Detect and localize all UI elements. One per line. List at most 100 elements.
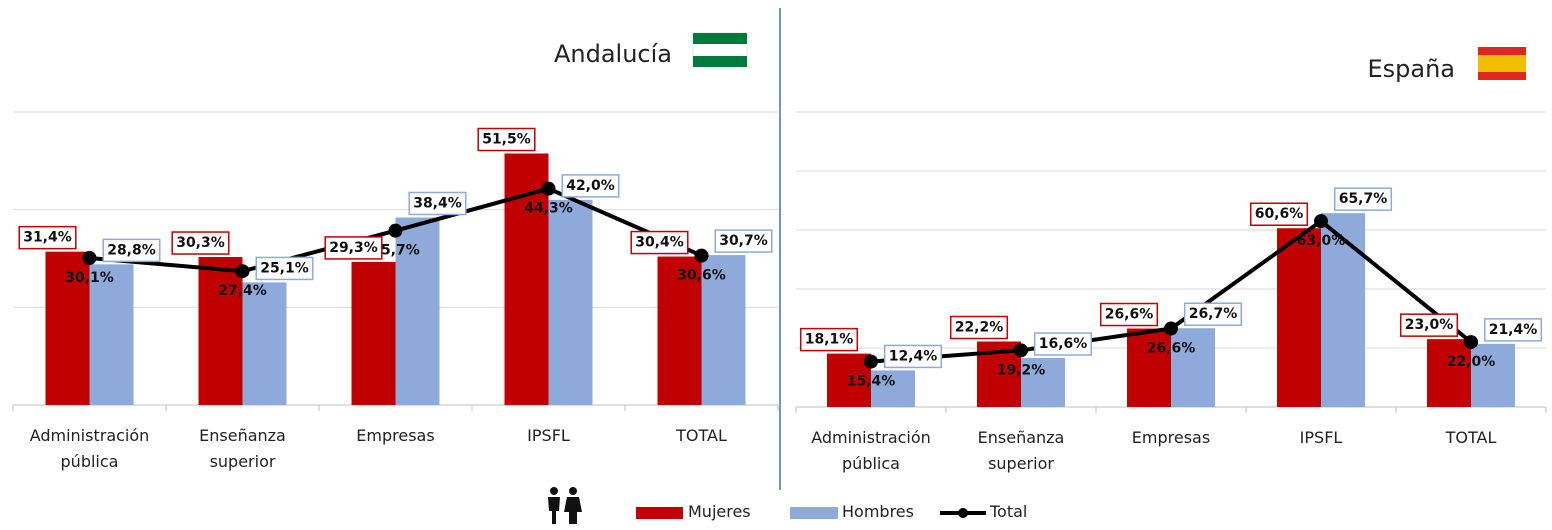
data-label: 63,0% [1297, 233, 1346, 249]
bar [351, 261, 396, 405]
chart-title: Andalucía [554, 40, 672, 68]
data-label: 21,4% [1489, 322, 1538, 338]
point [694, 248, 709, 263]
point [1464, 335, 1478, 350]
data-label: 38,4% [413, 195, 462, 211]
flag-andalucia [692, 32, 748, 68]
x-tick-label: Administración pública [29, 426, 150, 471]
x-tick-label: IPSFL [527, 426, 570, 445]
data-label: 28,8% [107, 242, 156, 258]
data-label: 51,5% [482, 132, 531, 148]
data-label: 30,3% [176, 235, 225, 251]
data-label-box [949, 315, 1009, 340]
bar [1127, 328, 1171, 407]
x-tick-label: Enseñanza superior [199, 426, 286, 471]
bar [827, 353, 871, 407]
data-label: 30,4% [635, 235, 684, 251]
x-tick-label: TOTAL [1445, 428, 1497, 447]
data-label-box [171, 231, 230, 255]
data-label-box [714, 229, 773, 253]
x-tick-label: Empresas [1131, 428, 1211, 447]
data-label-box [1183, 302, 1243, 326]
data-label: 35,7% [371, 243, 420, 259]
data-label-box [630, 230, 689, 255]
bar [242, 282, 287, 405]
point [388, 223, 403, 238]
x-tick-label: IPSFL [1299, 428, 1343, 447]
legend-label: Hombres [842, 502, 914, 521]
data-label-box [324, 236, 383, 260]
series [82, 181, 709, 279]
data-label-box [18, 225, 77, 250]
data-label: 15,4% [847, 374, 896, 390]
point [235, 264, 250, 279]
data-label: 30,7% [719, 233, 768, 249]
data-label-box [1033, 332, 1093, 356]
data-label: 31,4% [23, 230, 72, 246]
data-label: 65,7% [1339, 191, 1388, 207]
data-label: 42,0% [566, 178, 615, 194]
data-label: 12,4% [889, 348, 938, 364]
data-label: 44,3% [524, 201, 573, 217]
bar [45, 251, 90, 405]
data-label: 26,6% [1147, 341, 1196, 357]
x-tick-label: Empresas [356, 426, 435, 445]
data-label-box [1333, 187, 1393, 211]
data-label-box [1099, 302, 1159, 327]
series [89, 199, 746, 405]
bar [1171, 328, 1215, 407]
legend-swatch [790, 507, 838, 519]
data-label-box [883, 344, 943, 369]
data-label: 22,2% [955, 320, 1004, 336]
legend-label: Total [990, 502, 1028, 521]
data-label-box [102, 238, 161, 263]
data-label: 26,6% [1105, 307, 1154, 323]
data-label: 30,6% [677, 268, 726, 284]
data-label: 19,2% [997, 362, 1046, 378]
data-label: 16,6% [1039, 336, 1088, 352]
people-icon [548, 487, 582, 524]
bar [1471, 343, 1515, 407]
x-tick-label: Administración pública [811, 428, 931, 473]
data-label: 23,0% [1405, 317, 1454, 333]
data-label-box [1249, 202, 1309, 226]
point [541, 181, 556, 196]
legend-label: Mujeres [688, 502, 751, 521]
data-label: 22,0% [1447, 354, 1496, 370]
point [1314, 214, 1328, 229]
chart-title: España [1367, 55, 1455, 83]
x-tick-label: Enseñanza superior [977, 428, 1065, 473]
data-label-box [408, 191, 467, 216]
bar [701, 255, 746, 405]
bar [395, 217, 440, 405]
point [82, 251, 97, 266]
data-label-box [1399, 313, 1459, 337]
flag-espana [1478, 47, 1526, 80]
bar [198, 257, 243, 405]
data-label-box [561, 174, 620, 198]
bar [1321, 213, 1365, 407]
legend-swatch [636, 507, 683, 519]
legend-swatch [958, 508, 968, 518]
data-label: 30,1% [65, 270, 114, 286]
data-label: 27,4% [218, 283, 267, 299]
data-label: 25,1% [260, 260, 309, 276]
data-label: 26,7% [1189, 306, 1238, 322]
bar [871, 370, 915, 407]
bar [1277, 228, 1321, 407]
bar [548, 199, 593, 405]
data-label-box [1483, 318, 1543, 342]
point [1014, 343, 1028, 358]
data-label: 29,3% [329, 240, 378, 256]
data-label-box [799, 327, 859, 352]
x-tick-label: TOTAL [676, 426, 727, 445]
series [871, 213, 1515, 407]
bar [1427, 339, 1471, 407]
bar [657, 256, 702, 405]
bar [1021, 358, 1065, 407]
data-label-box [477, 127, 536, 152]
point [864, 354, 878, 369]
point [1164, 321, 1178, 336]
